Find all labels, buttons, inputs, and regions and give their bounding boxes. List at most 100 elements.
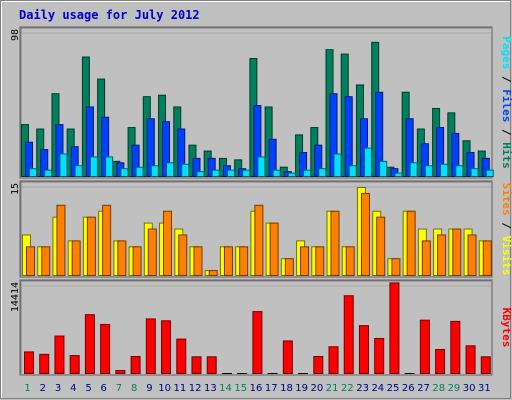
bar-kbytes-day-24 [374, 337, 385, 374]
bar-kbytes-day-31 [480, 356, 491, 374]
bar-pages-day-17 [272, 169, 281, 177]
bar-sites-day-15 [239, 246, 249, 276]
bar-pages-day-15 [242, 169, 251, 177]
bar-sites-day-25 [391, 258, 401, 277]
bar-kbytes-day-23 [358, 325, 369, 375]
x-tick-label-17: 17 [265, 383, 278, 394]
legend-hits: Hits [500, 142, 512, 169]
x-tick-label-7: 7 [116, 383, 122, 394]
x-tick-label-1: 1 [24, 383, 30, 394]
x-tick-label-24: 24 [371, 383, 384, 394]
bar-pages-day-12 [196, 171, 205, 178]
bar-pages-day-5 [89, 156, 98, 178]
bar-pages-day-9 [150, 165, 159, 178]
x-tick-label-9: 9 [146, 383, 152, 394]
bar-pages-day-8 [135, 166, 144, 177]
bar-sites-day-6 [102, 204, 112, 276]
bar-pages-day-19 [303, 169, 312, 177]
bar-sites-day-30 [467, 234, 477, 276]
bar-sites-day-4 [71, 240, 81, 276]
panel-legend-label: Pages / Files / Hits [500, 36, 512, 169]
x-tick-label-28: 28 [432, 383, 445, 394]
bar-pages-day-20 [318, 168, 327, 177]
x-tick-label-10: 10 [158, 383, 171, 394]
x-tick-label-13: 13 [204, 383, 217, 394]
panel-kbytes: 14414 KBytes [10, 279, 512, 376]
x-axis-labels: 1 2 3 4 5 6 7 8 9 10 11 12 13 14 15 16 17 18 19 20 21 22 23 24 2… [24, 383, 490, 394]
bar-kbytes-day-19 [298, 373, 309, 374]
bar-sites-day-8 [132, 246, 142, 276]
bar-kbytes-day-7 [115, 370, 126, 375]
bar-sites-day-16 [254, 204, 264, 276]
bar-kbytes-day-14 [221, 373, 232, 374]
bar-pages-day-6 [105, 156, 114, 178]
x-tick-label-4: 4 [70, 383, 76, 394]
x-tick-label-15: 15 [234, 383, 247, 394]
bar-kbytes-day-28 [435, 348, 446, 374]
bar-pages-day-4 [74, 165, 83, 178]
bar-pages-day-2 [44, 169, 53, 177]
bar-pages-day-14 [226, 169, 235, 177]
bar-kbytes-day-4 [69, 355, 80, 374]
bar-pages-day-30 [470, 168, 479, 177]
panel-ymax-label: 98 [10, 29, 21, 41]
bar-sites-day-5 [86, 216, 96, 277]
panel-visits-sites: 15 Sites / Visits [10, 180, 512, 278]
bar-sites-day-9 [147, 228, 157, 277]
bar-sites-day-1 [26, 246, 35, 276]
panel-ymax-label: 14414 [10, 282, 21, 312]
bar-pages-day-28 [440, 163, 449, 178]
bar-pages-day-27 [424, 165, 433, 178]
bar-kbytes-day-13 [206, 356, 217, 374]
bar-pages-day-11 [181, 163, 190, 178]
bar-sites-day-17 [269, 222, 279, 277]
legend-files: Files [500, 89, 512, 122]
x-tick-label-29: 29 [448, 383, 461, 394]
x-tick-label-14: 14 [219, 383, 232, 394]
bar-kbytes-day-26 [404, 373, 415, 374]
bar-sites-day-26 [406, 210, 416, 277]
bar-pages-day-3 [59, 153, 68, 177]
bar-kbytes-day-5 [84, 314, 95, 374]
x-tick-label-19: 19 [295, 383, 308, 394]
bar-pages-day-16 [257, 156, 266, 178]
x-tick-label-26: 26 [402, 383, 415, 394]
bar-pages-day-24 [379, 160, 388, 177]
x-tick-label-5: 5 [85, 383, 91, 394]
bar-sites-day-13 [208, 270, 218, 277]
bar-kbytes-day-25 [389, 282, 400, 374]
bar-sites-day-12 [193, 246, 203, 276]
bar-files-day-22 [344, 96, 353, 177]
bar-sites-day-23 [360, 192, 370, 276]
x-tick-label-16: 16 [250, 383, 263, 394]
bar-sites-day-3 [56, 204, 66, 276]
panel-hits-files-pages: 98 Pages / Files / Hits [10, 26, 512, 179]
bar-kbytes-day-1 [24, 351, 34, 375]
bar-sites-day-10 [163, 210, 173, 277]
x-tick-label-18: 18 [280, 383, 293, 394]
x-tick-label-27: 27 [417, 383, 430, 394]
legend-visits: Visits [500, 236, 512, 276]
bar-kbytes-day-29 [450, 320, 461, 375]
bar-pages-day-10 [166, 162, 175, 177]
bar-sites-day-2 [41, 246, 51, 276]
bar-sites-day-22 [345, 246, 355, 276]
x-tick-label-12: 12 [189, 383, 202, 394]
bar-pages-day-22 [348, 165, 357, 178]
legend-separator: / [500, 69, 512, 89]
bar-pages-day-1 [29, 168, 37, 177]
bar-kbytes-day-3 [54, 335, 65, 374]
bar-kbytes-day-6 [100, 323, 111, 374]
bar-pages-day-26 [409, 162, 418, 177]
bar-sites-day-18 [284, 258, 294, 277]
bar-pages-day-21 [333, 153, 342, 177]
bar-kbytes-day-27 [419, 319, 430, 375]
panel-legend-label: KBytes [500, 308, 512, 348]
bar-kbytes-day-18 [282, 340, 293, 375]
bar-kbytes-day-8 [130, 355, 141, 375]
bar-sites-day-29 [452, 228, 462, 277]
bar-sites-day-28 [437, 234, 447, 276]
bar-pages-day-23 [363, 147, 372, 177]
x-tick-label-8: 8 [131, 383, 137, 394]
bar-kbytes-day-20 [313, 355, 324, 375]
